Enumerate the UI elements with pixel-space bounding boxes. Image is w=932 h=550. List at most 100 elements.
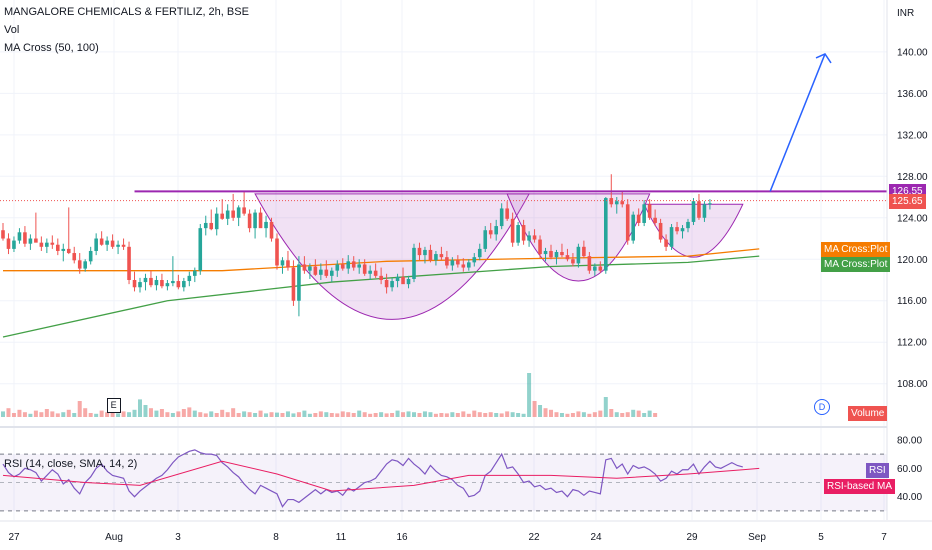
candle-body xyxy=(604,198,608,271)
candle-body xyxy=(620,201,625,205)
candle-body xyxy=(39,242,44,247)
volume-bar xyxy=(33,410,38,417)
volume-bar xyxy=(379,412,384,417)
candle-body xyxy=(209,222,214,230)
rsi-pane[interactable] xyxy=(0,449,887,512)
volume-bar xyxy=(390,413,395,417)
rsi-indicator-label[interactable]: RSI (14, close, SMA, 14, 2) xyxy=(4,458,138,470)
volume-indicator-label[interactable]: Vol xyxy=(4,24,20,36)
candle-body xyxy=(275,238,279,266)
candle-body xyxy=(220,213,224,219)
candle-body xyxy=(45,242,49,247)
candle-body xyxy=(231,210,235,218)
volume-bar xyxy=(433,413,438,417)
volume-bar xyxy=(181,409,186,417)
ma-cross-indicator-label[interactable]: MA Cross (50, 100) xyxy=(4,42,99,54)
volume-bar xyxy=(258,410,263,417)
volume-bar xyxy=(28,413,33,417)
volume-bar xyxy=(368,413,373,417)
candle-body xyxy=(138,282,142,288)
volume-bar xyxy=(313,413,318,417)
candle-body xyxy=(132,280,137,288)
price-tick-label: 128.00 xyxy=(897,172,928,183)
candle-body xyxy=(77,260,82,269)
volume-bar xyxy=(55,413,60,417)
price-tick-label: 112.00 xyxy=(897,338,927,349)
time-tick-label: 5 xyxy=(818,532,824,543)
volume-bar xyxy=(340,411,345,417)
candle-body xyxy=(384,280,389,288)
volume-bar xyxy=(280,413,285,417)
candle-body xyxy=(631,214,635,241)
candle-body xyxy=(302,264,307,271)
candle-body xyxy=(445,257,449,266)
volume-bar xyxy=(499,413,504,417)
volume-bar xyxy=(422,411,427,417)
projection-arrow-head xyxy=(815,52,832,64)
candle-body xyxy=(691,201,696,222)
candle-body xyxy=(532,235,537,240)
time-tick-label: 7 xyxy=(881,532,887,543)
volume-bar xyxy=(461,411,466,417)
candle-body xyxy=(565,255,570,260)
candle-body xyxy=(395,276,400,282)
price-axis[interactable]: 108.00 112.00 116.00 120.00 124.00 128.00 132.… xyxy=(897,47,928,390)
volume-bar xyxy=(148,408,153,417)
volume-badge: Volume xyxy=(848,406,888,421)
volume-bar xyxy=(527,373,532,417)
candle-body xyxy=(439,254,444,258)
volume-bar xyxy=(296,412,301,417)
cup-and-handle-pattern[interactable] xyxy=(254,193,744,320)
volume-bar xyxy=(581,412,586,417)
candle-body xyxy=(434,254,438,261)
candle-body xyxy=(193,270,197,276)
candle-body xyxy=(17,232,22,241)
candle-body xyxy=(582,246,586,257)
candle-body xyxy=(171,281,175,284)
price-levels[interactable] xyxy=(0,190,887,202)
volume-bar xyxy=(165,412,170,417)
time-tick-label: 24 xyxy=(590,532,602,543)
candle-body xyxy=(549,250,553,258)
volume-bar xyxy=(39,412,44,417)
projection-arrow-line xyxy=(769,53,826,192)
volume-bar xyxy=(543,408,548,417)
volume-bar xyxy=(565,413,570,417)
volume-bar xyxy=(307,413,312,417)
time-axis[interactable]: 27 Aug 3 8 11 16 22 24 29 Sep 5 7 xyxy=(8,532,887,543)
time-tick-label: Aug xyxy=(105,532,123,543)
price-tick-label: 120.00 xyxy=(897,255,928,266)
candle-body xyxy=(406,278,411,285)
time-tick-label: 29 xyxy=(686,532,698,543)
candle-body xyxy=(488,230,493,235)
volume-bar xyxy=(225,412,230,417)
volume-bar xyxy=(61,412,66,417)
candle-body xyxy=(647,204,652,218)
symbol-title[interactable]: MANGALORE CHEMICALS & FERTILIZ, 2h, BSE xyxy=(4,6,249,18)
volume-bar xyxy=(318,411,323,417)
earnings-marker-icon[interactable]: E xyxy=(106,398,121,413)
volume-bar xyxy=(329,413,334,417)
candle-body xyxy=(56,244,60,251)
candle-body xyxy=(143,277,148,283)
dividend-marker-icon[interactable]: D xyxy=(814,399,830,415)
rsi-axis[interactable]: 40.00 60.00 80.00 xyxy=(897,435,922,503)
grid xyxy=(0,0,887,520)
candle-body xyxy=(428,249,433,261)
candle-body xyxy=(521,225,526,241)
candle-body xyxy=(319,269,323,275)
candle-body xyxy=(625,204,630,241)
volume-bar xyxy=(346,412,351,417)
volume-bar xyxy=(576,411,581,417)
candle-body xyxy=(510,218,515,243)
volume-bar xyxy=(176,411,181,417)
candle-body xyxy=(477,248,482,258)
volume-bar xyxy=(302,410,307,417)
projection-arrow[interactable] xyxy=(769,52,832,192)
volume-bar xyxy=(653,413,658,417)
volume-bar xyxy=(483,413,488,417)
volume-bar xyxy=(187,407,192,417)
candle-body xyxy=(609,198,614,205)
volume-bar xyxy=(362,412,367,417)
